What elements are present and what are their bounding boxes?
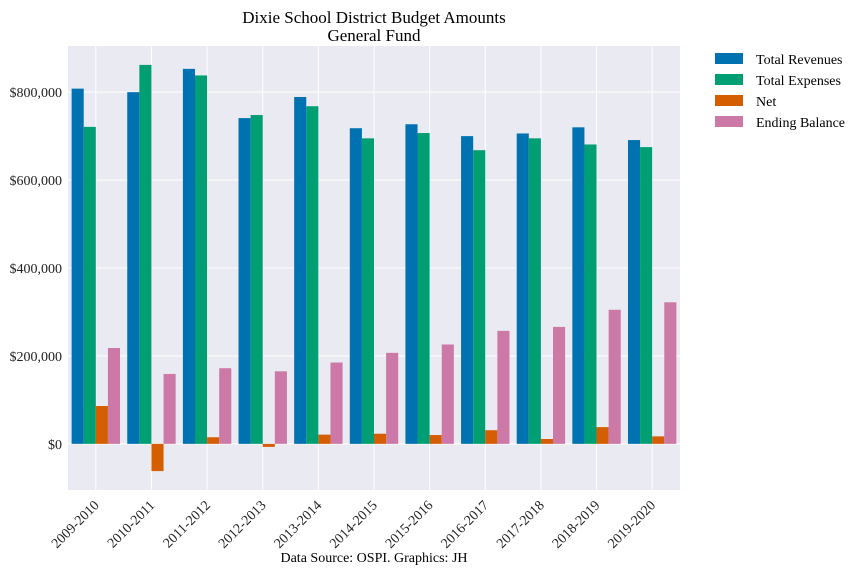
x-tick-label: 2017-2018 bbox=[494, 498, 548, 552]
legend-label: Net bbox=[756, 95, 776, 110]
y-tick-label: $400,000 bbox=[10, 262, 63, 277]
bar-net bbox=[485, 430, 498, 444]
bar-total-revenues bbox=[627, 140, 641, 444]
bar-net bbox=[429, 435, 442, 444]
bar-total-expenses bbox=[417, 133, 430, 444]
x-tick-label: 2019-2020 bbox=[606, 498, 660, 552]
chart-subtitle: General Fund bbox=[327, 26, 421, 45]
bar-total-revenues bbox=[71, 88, 84, 444]
x-tick-label: 2018-2019 bbox=[550, 498, 604, 552]
bar-ending-balance bbox=[107, 348, 121, 444]
legend-swatch bbox=[715, 53, 743, 64]
legend-swatch bbox=[715, 95, 743, 106]
legend-label: Total Revenues bbox=[756, 53, 843, 68]
bar-total-expenses bbox=[584, 144, 597, 444]
bar-total-expenses bbox=[250, 115, 263, 444]
bar-total-revenues bbox=[294, 96, 307, 444]
legend: Total Revenues Total Expenses Net Ending Ba… bbox=[715, 53, 845, 131]
bar-total-revenues bbox=[238, 118, 251, 444]
bar-net bbox=[207, 437, 220, 444]
bar-ending-balance bbox=[330, 362, 343, 444]
bars bbox=[71, 64, 677, 472]
bar-total-revenues bbox=[461, 136, 474, 444]
y-tick-label: $600,000 bbox=[10, 174, 63, 189]
y-tick-label: $200,000 bbox=[10, 350, 63, 365]
bar-ending-balance bbox=[497, 330, 510, 444]
bar-ending-balance bbox=[608, 309, 621, 444]
bar-net bbox=[540, 439, 554, 444]
bar-total-revenues bbox=[182, 68, 195, 444]
bar-total-expenses bbox=[83, 126, 96, 444]
bar-total-revenues bbox=[516, 133, 529, 444]
x-tick-label: 2014-2015 bbox=[327, 498, 381, 552]
bar-net bbox=[318, 434, 331, 444]
bar-total-revenues bbox=[405, 124, 418, 444]
y-tick-label: $800,000 bbox=[10, 86, 63, 101]
bar-total-expenses bbox=[194, 75, 208, 444]
bar-total-revenues bbox=[127, 92, 140, 444]
x-axis: 2009-2010 2010-2011 2011-2012 2012-2013 2013… bbox=[49, 498, 659, 552]
y-axis: $0 $200,000 $400,000 $600,000 $800,000 bbox=[10, 86, 63, 453]
bar-ending-balance bbox=[386, 352, 399, 444]
bar-net bbox=[262, 443, 275, 447]
chart-title: Dixie School District Budget Amounts bbox=[242, 8, 506, 27]
x-tick-label: 2016-2017 bbox=[439, 498, 493, 552]
bar-net bbox=[151, 443, 164, 472]
legend-label: Total Expenses bbox=[756, 74, 841, 89]
bar-total-revenues bbox=[572, 127, 585, 444]
bar-total-expenses bbox=[139, 64, 152, 444]
bar-total-revenues bbox=[349, 128, 362, 444]
bar-total-expenses bbox=[473, 150, 486, 444]
bar-net bbox=[95, 406, 108, 444]
bar-ending-balance bbox=[553, 326, 566, 444]
bar-ending-balance bbox=[219, 368, 232, 444]
bar-total-expenses bbox=[528, 138, 541, 444]
bar-ending-balance bbox=[163, 373, 176, 444]
bar-total-expenses bbox=[361, 138, 374, 444]
bar-net bbox=[652, 436, 665, 444]
bar-net bbox=[596, 427, 609, 444]
data-source-caption: Data Source: OSPI. Graphics: JH bbox=[280, 551, 467, 566]
y-tick-label: $0 bbox=[48, 438, 62, 453]
bar-ending-balance bbox=[664, 302, 677, 444]
x-tick-label: 2009-2010 bbox=[49, 498, 103, 552]
bar-total-expenses bbox=[640, 147, 653, 444]
x-tick-label: 2015-2016 bbox=[383, 498, 437, 552]
legend-label: Ending Balance bbox=[756, 116, 845, 131]
x-tick-label: 2013-2014 bbox=[272, 498, 326, 552]
bar-net bbox=[374, 433, 387, 444]
x-tick-label: 2010-2011 bbox=[105, 498, 158, 551]
legend-swatch bbox=[715, 116, 743, 127]
bar-total-expenses bbox=[306, 106, 319, 444]
bar-ending-balance bbox=[441, 344, 454, 444]
x-tick-label: 2012-2013 bbox=[216, 498, 270, 552]
bar-ending-balance bbox=[274, 371, 287, 444]
x-tick-label: 2011-2012 bbox=[161, 498, 214, 551]
legend-swatch bbox=[715, 74, 743, 85]
